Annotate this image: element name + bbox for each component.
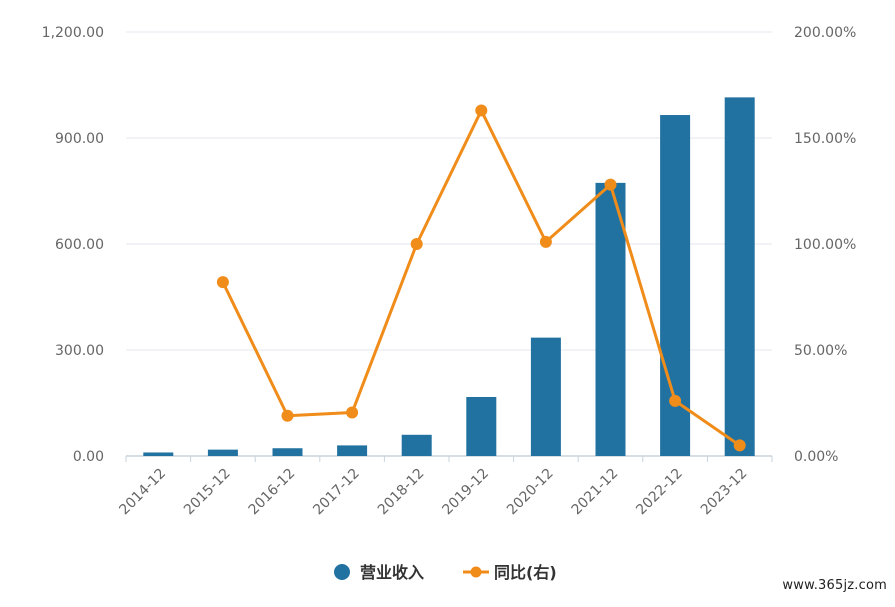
x-tick-label: 2015-12 bbox=[181, 466, 234, 519]
line-point-2023-12[interactable] bbox=[733, 439, 746, 452]
bar-2018-12[interactable] bbox=[401, 434, 432, 456]
x-tick-label: 2014-12 bbox=[116, 466, 169, 519]
x-tick-label: 2023-12 bbox=[698, 466, 751, 519]
y-left-tick-label: 900.00 bbox=[55, 131, 104, 147]
line-point-2016-12[interactable] bbox=[281, 409, 294, 422]
line-point-2018-12[interactable] bbox=[410, 238, 423, 250]
bar-2020-12[interactable] bbox=[530, 337, 561, 456]
x-tick-label: 2020-12 bbox=[504, 466, 557, 519]
y-right-tick-label: 50.00% bbox=[794, 343, 847, 359]
line-point-2020-12[interactable] bbox=[539, 235, 552, 248]
bar-2021-12[interactable] bbox=[595, 182, 626, 456]
x-tick-label: 2021-12 bbox=[569, 466, 622, 519]
x-tick-label: 2022-12 bbox=[633, 466, 686, 519]
y-left-tick-label: 300.00 bbox=[55, 343, 104, 359]
line-point-2021-12[interactable] bbox=[604, 178, 617, 191]
y-left-tick-label: 600.00 bbox=[55, 237, 104, 253]
legend-line-marker-dot bbox=[470, 566, 482, 578]
line-point-2019-12[interactable] bbox=[475, 104, 488, 117]
y-right-tick-label: 100.00% bbox=[794, 237, 856, 253]
bar-2014-12[interactable] bbox=[143, 452, 174, 456]
legend-bar-label[interactable]: 营业收入 bbox=[360, 563, 424, 582]
line-point-2015-12[interactable] bbox=[216, 276, 229, 289]
y-left-tick-label: 1,200.00 bbox=[42, 25, 104, 41]
line-point-2017-12[interactable] bbox=[346, 406, 359, 419]
y-left-tick-label: 0.00 bbox=[73, 449, 104, 465]
y-right-tick-label: 0.00% bbox=[794, 449, 838, 465]
x-tick-label: 2018-12 bbox=[375, 466, 428, 519]
x-tick-label: 2016-12 bbox=[246, 466, 299, 519]
bar-2023-12[interactable] bbox=[724, 97, 755, 456]
x-tick-label: 2019-12 bbox=[439, 466, 492, 519]
bar-2019-12[interactable] bbox=[466, 396, 497, 456]
bar-2015-12[interactable] bbox=[207, 449, 238, 456]
watermark-text: www.365jz.com bbox=[782, 578, 887, 593]
bar-2016-12[interactable] bbox=[272, 448, 303, 456]
bar-2017-12[interactable] bbox=[337, 445, 368, 456]
y-right-tick-label: 200.00% bbox=[794, 25, 856, 41]
line-point-2022-12[interactable] bbox=[669, 394, 682, 407]
legend-bar-marker bbox=[334, 564, 350, 580]
legend-line-label[interactable]: 同比(右) bbox=[494, 563, 557, 582]
x-tick-label: 2017-12 bbox=[310, 466, 363, 519]
legend: 营业收入 同比(右) bbox=[334, 563, 557, 582]
bar-series bbox=[143, 97, 755, 457]
y-right-tick-label: 150.00% bbox=[794, 131, 856, 147]
